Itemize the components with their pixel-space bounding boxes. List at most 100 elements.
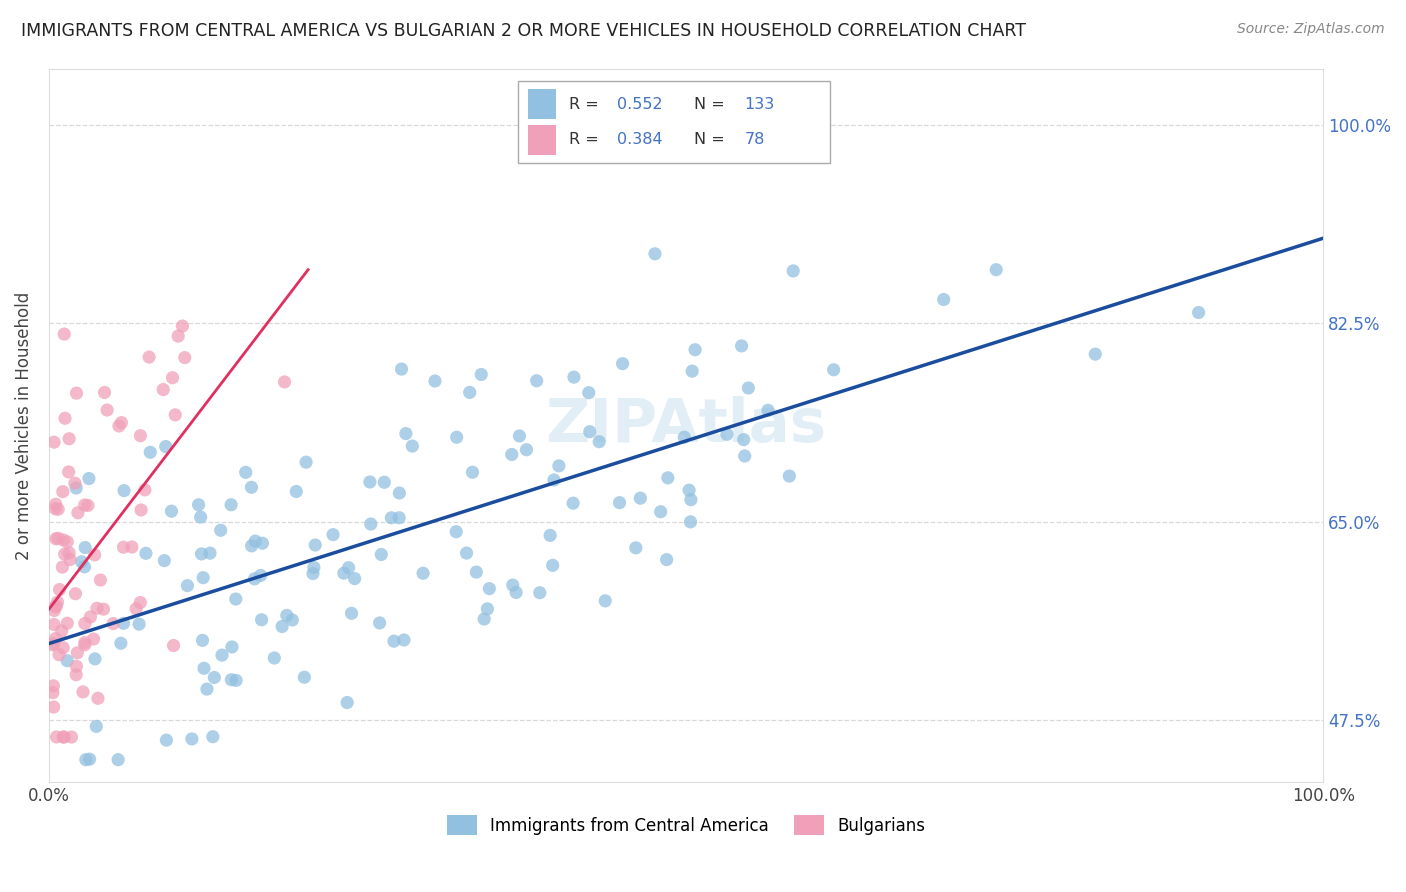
Point: [373, 475, 395, 490]
Point: [66, 646, 89, 660]
Point: [190, 547, 212, 561]
Point: [152, 383, 174, 397]
Point: [624, 541, 647, 555]
Point: [58, 465, 80, 479]
Point: [129, 503, 152, 517]
Point: [128, 617, 150, 632]
Point: [52, 730, 75, 744]
Point: [165, 408, 187, 422]
FancyBboxPatch shape: [517, 81, 830, 163]
Point: [65, 386, 87, 401]
Point: [46, 531, 69, 545]
Point: [191, 571, 214, 585]
Point: [58, 546, 80, 560]
Point: [322, 527, 344, 541]
Point: [273, 375, 295, 389]
Point: [79, 610, 101, 624]
Point: [502, 578, 524, 592]
Point: [42, 617, 65, 632]
Point: [51, 560, 73, 574]
Point: [138, 350, 160, 364]
Point: [458, 385, 481, 400]
Point: [73, 635, 96, 649]
Point: [112, 483, 135, 498]
Point: [252, 536, 274, 550]
Point: [87, 691, 110, 706]
Text: N =: N =: [693, 132, 730, 147]
Point: [176, 579, 198, 593]
Point: [657, 471, 679, 485]
Point: [66, 506, 89, 520]
Point: [737, 381, 759, 395]
Point: [77, 471, 100, 485]
Point: [302, 566, 325, 581]
Point: [644, 247, 666, 261]
Point: [578, 385, 600, 400]
Point: [84, 652, 107, 666]
Point: [129, 595, 152, 609]
Point: [932, 293, 955, 307]
Point: [543, 473, 565, 487]
Point: [444, 524, 467, 539]
Point: [45, 599, 67, 614]
Point: [380, 510, 402, 524]
FancyBboxPatch shape: [529, 125, 557, 155]
Point: [221, 640, 243, 654]
Point: [470, 368, 492, 382]
Point: [295, 455, 318, 469]
Point: [209, 523, 232, 537]
Point: [73, 559, 96, 574]
Point: [628, 491, 651, 505]
Point: [562, 370, 585, 384]
Point: [160, 504, 183, 518]
Point: [84, 719, 107, 733]
Point: [56, 654, 79, 668]
Point: [60, 730, 83, 744]
Point: [75, 541, 97, 555]
Point: [42, 636, 65, 650]
Point: [395, 426, 418, 441]
Point: [193, 661, 215, 675]
Point: [588, 434, 610, 449]
Point: [478, 582, 501, 596]
Point: [678, 483, 700, 498]
Point: [683, 343, 706, 357]
Point: [135, 546, 157, 560]
Point: [446, 430, 468, 444]
Text: N =: N =: [693, 96, 730, 112]
Text: 78: 78: [745, 132, 765, 147]
Point: [155, 733, 177, 747]
Point: [1187, 305, 1209, 319]
Point: [107, 753, 129, 767]
Text: IMMIGRANTS FROM CENTRAL AMERICA VS BULGARIAN 2 OR MORE VEHICLES IN HOUSEHOLD COR: IMMIGRANTS FROM CENTRAL AMERICA VS BULGA…: [21, 22, 1026, 40]
Point: [477, 602, 499, 616]
Point: [202, 670, 225, 684]
Point: [716, 427, 738, 442]
Point: [472, 612, 495, 626]
Point: [44, 501, 66, 516]
Point: [285, 484, 308, 499]
Point: [538, 528, 561, 542]
Text: R =: R =: [569, 96, 603, 112]
Point: [65, 587, 87, 601]
Point: [221, 673, 243, 687]
Point: [65, 659, 87, 673]
Point: [44, 632, 66, 646]
Point: [360, 516, 382, 531]
Point: [655, 552, 678, 566]
Point: [343, 572, 366, 586]
Point: [53, 730, 76, 744]
Point: [125, 601, 148, 615]
Point: [56, 534, 79, 549]
Point: [423, 374, 446, 388]
Point: [103, 616, 125, 631]
Point: [756, 403, 779, 417]
Point: [96, 403, 118, 417]
Point: [134, 483, 156, 497]
Legend: Immigrants from Central America, Bulgarians: Immigrants from Central America, Bulgari…: [447, 815, 925, 835]
Point: [562, 496, 585, 510]
Point: [679, 515, 702, 529]
Point: [508, 429, 530, 443]
Point: [48, 648, 70, 662]
Point: [198, 546, 221, 560]
